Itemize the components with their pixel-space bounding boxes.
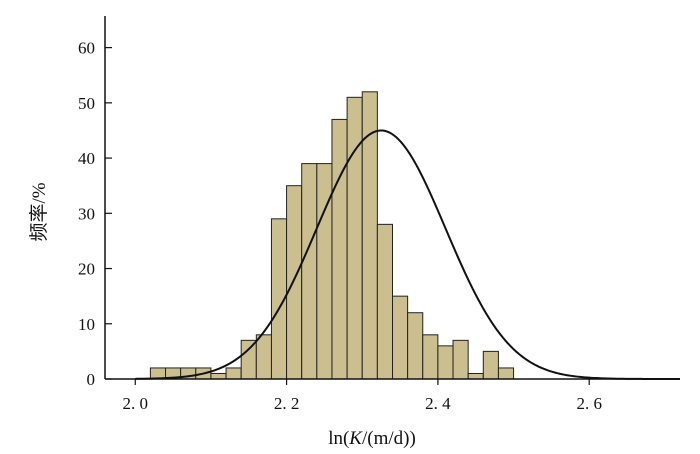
axes: [104, 16, 680, 385]
histogram-bars: [149, 91, 515, 380]
normal-fit-curve: [135, 129, 680, 380]
histogram-bar-4: [210, 372, 227, 380]
y-tick-label-10: 10: [78, 315, 95, 334]
x-tick-label-3: 2. 6: [576, 394, 602, 413]
histogram-bar-7: [255, 334, 272, 380]
histogram-bar-22: [482, 350, 499, 380]
histogram-bar-9: [286, 185, 303, 380]
y-tick-label-40: 40: [78, 149, 95, 168]
x-axis-title: ln(K/(m/d)): [328, 428, 416, 449]
histogram-bar-16: [392, 295, 409, 380]
x-tick-label-2: 2. 4: [425, 394, 451, 413]
histogram-bar-10: [301, 163, 318, 380]
histogram-bar-12: [331, 118, 348, 380]
y-tick-label-60: 60: [78, 39, 95, 58]
histogram-bar-23: [497, 367, 515, 380]
histogram-bar-15: [376, 223, 393, 380]
y-axis-title: 频率/%: [28, 182, 50, 241]
y-tick-label-50: 50: [78, 94, 95, 113]
histogram-bar-13: [346, 96, 363, 380]
y-tick-label-0: 0: [87, 370, 96, 389]
histogram-bar-6: [240, 339, 257, 380]
y-tick-label-30: 30: [78, 204, 95, 223]
histogram-bar-11: [316, 163, 333, 380]
histogram-bar-5: [225, 367, 242, 380]
histogram-bar-19: [437, 345, 454, 380]
histogram-bar-17: [407, 312, 424, 380]
histogram-bar-21: [467, 372, 484, 380]
normal-fit-curve-group: [135, 129, 680, 380]
x-tick-label-0: 2. 0: [123, 394, 149, 413]
tick-labels: 0 10 20 30 40 50 60 2. 0 2. 2 2. 4 2. 6: [78, 39, 602, 413]
histogram-bar-18: [422, 334, 439, 380]
histogram-bar-20: [452, 339, 469, 380]
y-tick-label-20: 20: [78, 260, 95, 279]
x-tick-label-1: 2. 2: [274, 394, 300, 413]
